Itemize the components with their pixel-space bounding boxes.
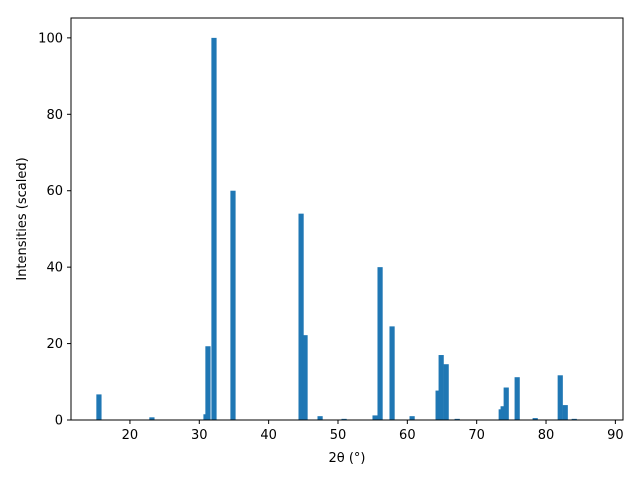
- bar: [205, 346, 211, 420]
- x-tick-label: 60: [399, 428, 416, 443]
- bar: [149, 417, 155, 420]
- bar: [298, 213, 304, 420]
- bar: [377, 267, 383, 420]
- bar: [230, 190, 236, 420]
- bar: [438, 355, 444, 420]
- bar: [500, 406, 506, 420]
- bar: [435, 390, 441, 420]
- bar: [454, 418, 460, 420]
- x-tick-label: 70: [468, 428, 485, 443]
- y-tick-label: 40: [46, 261, 63, 276]
- y-axis-label: Intensities (scaled): [15, 157, 30, 280]
- y-tick-label: 80: [46, 108, 63, 123]
- x-tick-label: 80: [538, 428, 555, 443]
- bar: [302, 335, 308, 420]
- x-tick-label: 20: [122, 428, 139, 443]
- x-axis-label: 2θ (°): [328, 451, 365, 466]
- y-tick-label: 60: [46, 184, 63, 199]
- y-tick-label: 0: [55, 414, 63, 429]
- bar: [96, 394, 102, 420]
- bar: [503, 387, 509, 420]
- y-tick-label: 20: [46, 337, 63, 352]
- bar: [372, 415, 378, 420]
- bar: [389, 326, 395, 420]
- bar: [562, 405, 568, 420]
- y-tick-label: 100: [38, 31, 63, 46]
- bar: [532, 418, 538, 420]
- x-tick-label: 90: [607, 428, 624, 443]
- bar: [317, 416, 323, 420]
- bar: [571, 418, 577, 420]
- x-tick-label: 30: [191, 428, 208, 443]
- bar: [514, 377, 520, 420]
- bar: [211, 37, 217, 420]
- x-tick-label: 40: [260, 428, 277, 443]
- plot-frame: [70, 17, 624, 421]
- bar: [409, 416, 415, 420]
- bar: [443, 364, 449, 420]
- x-tick-label: 50: [330, 428, 347, 443]
- bar: [341, 418, 347, 420]
- bar: [557, 375, 563, 420]
